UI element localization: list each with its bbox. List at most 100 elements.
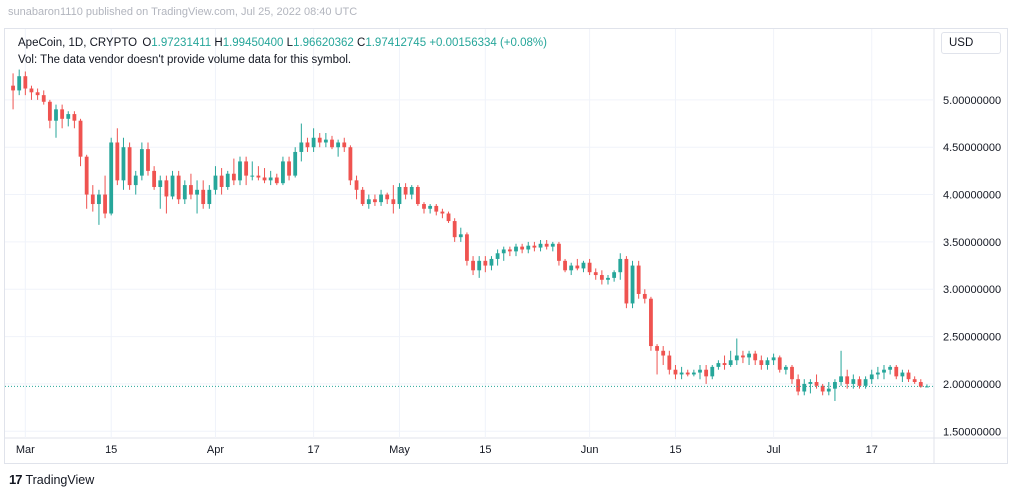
candle-body (765, 360, 770, 365)
y-tick-label: 5.00000000 (943, 95, 1001, 107)
brand-name: TradingView (25, 472, 95, 487)
candle (734, 338, 739, 365)
candle (575, 258, 580, 271)
candle-body (348, 147, 353, 181)
candle (826, 382, 831, 396)
candle-body (912, 379, 917, 383)
candle-body (808, 382, 813, 384)
candle (415, 185, 420, 206)
candle (422, 202, 426, 214)
candle (158, 175, 163, 209)
candle (133, 170, 138, 195)
candle-body (152, 170, 157, 187)
candle-body (299, 142, 304, 152)
candle-body (667, 355, 672, 370)
candle (906, 369, 911, 383)
candle (409, 185, 414, 200)
candle-body (78, 120, 83, 157)
candle (182, 180, 187, 205)
candle (189, 173, 193, 200)
x-tick-label: May (389, 444, 410, 456)
symbol-name[interactable]: ApeCoin, 1D, CRYPTO (18, 37, 138, 49)
candle (520, 243, 525, 254)
candle-body (661, 350, 666, 356)
candle (336, 139, 341, 157)
candle (501, 246, 506, 261)
candle (741, 350, 745, 364)
candle (477, 256, 482, 278)
candle-body (103, 194, 107, 214)
candle-body (649, 298, 653, 347)
candle-body (679, 372, 684, 375)
candle (66, 111, 71, 127)
candle (354, 175, 359, 200)
candle (84, 154, 89, 209)
candle-body (753, 353, 758, 361)
candle-body (231, 173, 236, 181)
candle-body (256, 175, 261, 178)
candle-body (305, 142, 310, 148)
candle (771, 353, 776, 365)
candle (649, 296, 653, 351)
close-value: 1.97412745 (365, 37, 427, 49)
candle-body (875, 372, 880, 375)
candle-body (918, 382, 923, 387)
candle (274, 173, 279, 186)
candle-body (802, 383, 807, 392)
candle-body (845, 376, 850, 384)
candle-body (72, 114, 77, 121)
currency-button[interactable]: USD (941, 32, 1001, 54)
candle-body (311, 137, 316, 148)
candle-body (422, 204, 426, 209)
candle-body (29, 88, 34, 93)
candle (790, 364, 794, 384)
x-tick-label: 17 (866, 444, 878, 456)
candle-body (685, 372, 690, 375)
candle-body (195, 189, 199, 195)
candle (624, 256, 629, 309)
candle-body (869, 374, 874, 380)
candle-body (274, 177, 279, 184)
candle-body (115, 142, 120, 181)
candle-body (287, 161, 291, 176)
candle (366, 194, 371, 209)
candle-body (839, 376, 843, 383)
candle (839, 350, 843, 386)
candle-body (563, 260, 567, 271)
candle-body (593, 272, 598, 276)
candle-body (336, 142, 341, 148)
y-tick-label: 1.50000000 (943, 426, 1001, 438)
candle-body (544, 243, 549, 247)
candle-body (403, 186, 408, 195)
candle-body (35, 92, 40, 96)
candle (17, 69, 22, 96)
candle (606, 275, 610, 285)
candle-body (109, 142, 114, 214)
candle-body (833, 382, 837, 389)
candle (440, 208, 445, 219)
candle (139, 142, 144, 181)
candle (710, 364, 715, 380)
candle (882, 364, 886, 380)
candle-body (41, 95, 46, 102)
candle (526, 241, 531, 254)
candle-body (882, 369, 886, 373)
candle-body (857, 379, 862, 386)
candle-body (97, 194, 101, 205)
tradingview-brand[interactable]: 17 TradingView (9, 472, 94, 487)
candle (244, 156, 249, 186)
candle (912, 376, 917, 384)
candle (587, 258, 592, 276)
candle-body (507, 249, 512, 252)
candle-body (489, 258, 494, 266)
candle (593, 268, 598, 280)
candle (808, 379, 813, 394)
candle-body (906, 372, 911, 380)
candle-body (783, 366, 788, 370)
candle-body (691, 372, 696, 375)
candle-body (538, 243, 543, 248)
candle-body (452, 221, 457, 238)
candle-body (722, 363, 727, 365)
candle (391, 185, 396, 214)
